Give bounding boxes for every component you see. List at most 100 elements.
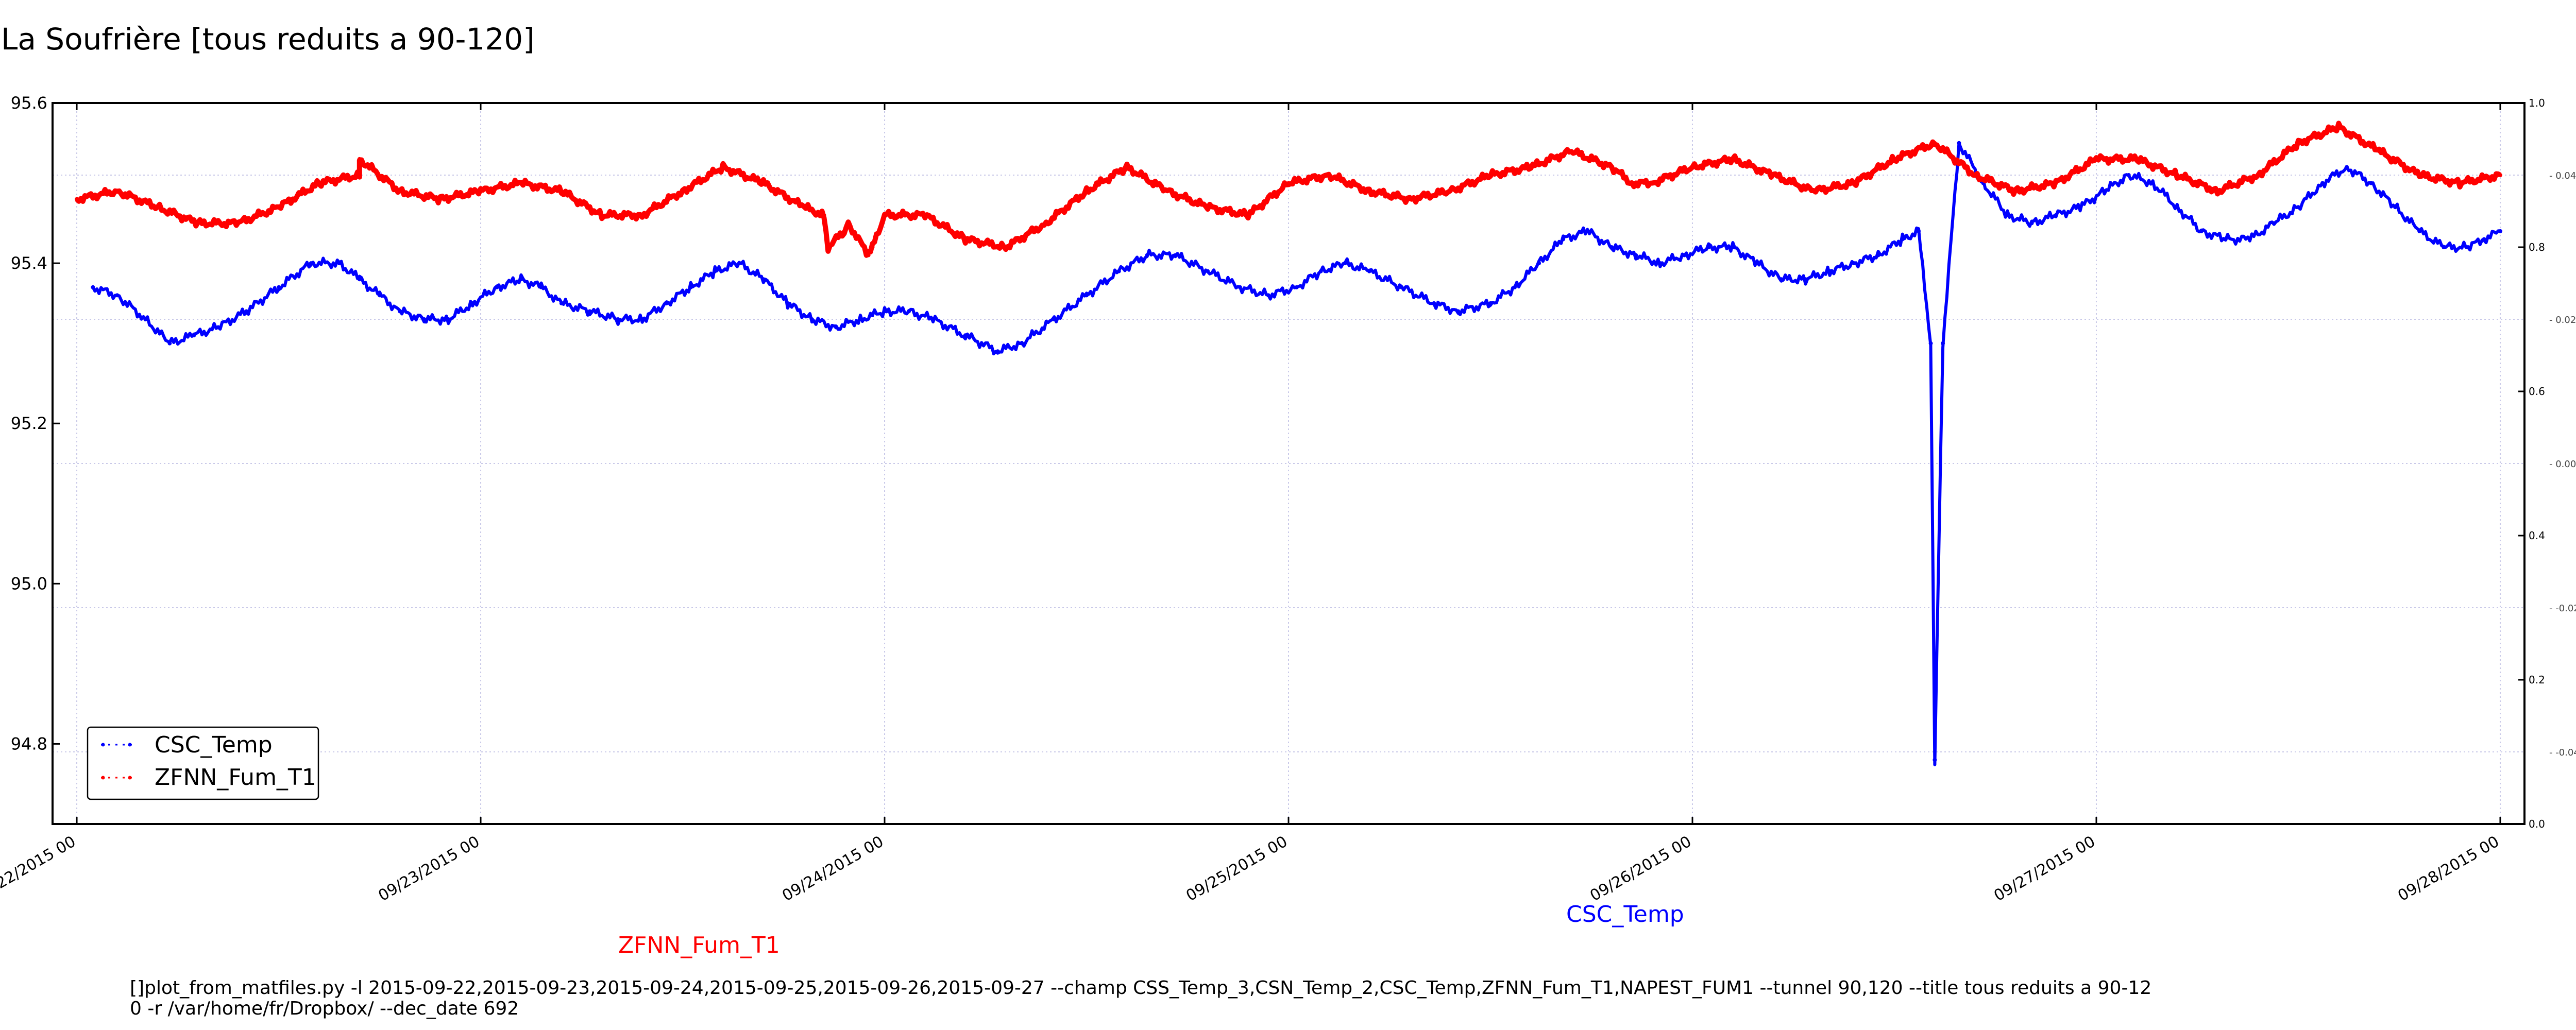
data-point-CSC_Temp [1731,245,1735,249]
data-point-CSC_Temp [1779,277,1784,282]
legend-zfnn-marker [128,776,132,780]
data-point-CSC_Temp [1266,293,1270,298]
data-point-ZFNN_Fum_T1 [2336,125,2341,129]
data-point-CSC_Temp [1513,285,1517,289]
data-point-ZFNN_Fum_T1 [438,197,443,201]
data-point-ZFNN_Fum_T1 [883,213,887,217]
data-point-CSC_Temp [809,317,814,321]
y-right-outer-tick-label: 0.2 [2529,674,2545,686]
data-point-ZFNN_Fum_T1 [2296,141,2300,145]
data-point-CSC_Temp [2393,205,2398,210]
data-point-CSC_Temp [309,261,313,266]
bottom-label-zfnn: ZFNN_Fum_T1 [618,932,780,958]
data-point-ZFNN_Fum_T1 [277,205,281,210]
data-point-ZFNN_Fum_T1 [2377,149,2381,153]
data-point-CSC_Temp [216,325,221,330]
data-point-CSC_Temp [2054,213,2058,217]
data-point-ZFNN_Fum_T1 [1286,181,1291,185]
data-point-ZFNN_Fum_T1 [1125,165,1129,169]
data-point-CSC_Temp [1173,253,1178,258]
data-point-ZFNN_Fum_T1 [1165,189,1170,194]
data-point-ZFNN_Fum_T1 [1448,189,1452,194]
data-point-CSC_Temp [2078,205,2082,210]
data-point-CSC_Temp [1488,301,1493,305]
series-line-CSC_Temp [91,142,2501,766]
data-point-ZFNN_Fum_T1 [842,229,846,233]
data-point-CSC_Temp [1917,229,1921,233]
x-tick-label: 09/22/2015 00 [0,833,79,905]
data-point-CSC_Temp [1432,301,1436,305]
data-point-CSC_Temp [1318,269,1323,273]
data-point-ZFNN_Fum_T1 [681,189,685,194]
data-point-CSC_Temp [1206,269,1210,273]
data-point-ZFNN_Fum_T1 [2054,181,2058,185]
data-point-CSC_Temp [1876,253,1880,258]
data-point-CSC_Temp [1116,269,1121,273]
data-point-ZFNN_Fum_T1 [1650,181,1654,185]
data-point-CSC_Temp [495,285,499,289]
data-point-ZFNN_Fum_T1 [1246,213,1250,217]
x-tick-label: 09/26/2015 00 [1587,833,1694,905]
data-point-ZFNN_Fum_T1 [640,213,645,217]
data-point-CSC_Temp [785,301,790,305]
data-point-CSC_Temp [470,301,475,305]
data-point-CSC_Temp [2296,205,2300,210]
data-point-CSC_Temp [244,309,249,314]
data-point-CSC_Temp [398,309,402,314]
data-point-CSC_Temp [761,277,766,282]
data-point-CSC_Temp [91,285,95,289]
data-point-ZFNN_Fum_T1 [2498,173,2502,177]
y-right-outer-tick-label: 0.6 [2529,385,2545,398]
data-point-CSC_Temp [995,349,1000,354]
data-point-CSC_Temp [1537,261,1541,266]
data-point-ZFNN_Fum_T1 [1690,165,1694,169]
data-point-CSC_Temp [1852,261,1856,266]
data-point-ZFNN_Fum_T1 [398,189,402,194]
data-point-ZFNN_Fum_T1 [2256,173,2260,177]
data-point-CSC_Temp [2369,181,2374,185]
y-left-tick-label: 95.2 [11,414,47,433]
data-point-ZFNN_Fum_T1 [559,189,564,194]
data-point-CSC_Temp [446,317,451,321]
data-point-ZFNN_Fum_T1 [1084,189,1089,194]
data-point-ZFNN_Fum_T1 [1408,197,1412,201]
data-point-CSC_Temp [640,317,645,321]
data-point-ZFNN_Fum_T1 [721,165,725,169]
data-point-ZFNN_Fum_T1 [1004,245,1008,249]
y-right-inner-tick-label: - -0.04 [2549,747,2576,758]
data-point-ZFNN_Fum_T1 [1811,189,1816,194]
data-point-ZFNN_Fum_T1 [1630,181,1634,185]
bottom-label-csc: CSC_Temp [1566,901,1684,928]
data-point-ZFNN_Fum_T1 [1852,181,1856,185]
data-point-CSC_Temp [664,301,669,305]
data-point-ZFNN_Fum_T1 [2175,173,2179,177]
data-point-CSC_Temp [1367,269,1371,273]
y-right-outer-tick-label: 0.0 [2529,818,2545,830]
data-point-ZFNN_Fum_T1 [1609,165,1614,169]
data-point-CSC_Temp [337,261,342,266]
data-point-ZFNN_Fum_T1 [826,245,831,249]
data-point-CSC_Temp [587,309,592,314]
data-point-CSC_Temp [378,293,382,298]
data-point-CSC_Temp [1238,285,1242,289]
data-point-CSC_Temp [1294,285,1299,289]
data-point-ZFNN_Fum_T1 [2458,181,2462,185]
data-point-ZFNN_Fum_T1 [1569,149,1573,153]
data-point-CSC_Temp [1957,141,1961,145]
x-tick-label: 09/24/2015 00 [779,833,887,905]
y-right-outer-tick-label: 0.4 [2529,529,2545,542]
data-point-ZFNN_Fum_T1 [2134,157,2139,161]
data-point-CSC_Temp [115,293,120,298]
data-point-ZFNN_Fum_T1 [1327,173,1331,177]
data-point-ZFNN_Fum_T1 [870,245,875,249]
data-point-ZFNN_Fum_T1 [1731,157,1735,161]
data-point-ZFNN_Fum_T1 [236,221,241,226]
y-right-outer-tick-label: 0.8 [2529,241,2545,253]
data-point-ZFNN_Fum_T1 [923,213,927,217]
data-point-CSC_Temp [519,277,523,282]
data-point-ZFNN_Fum_T1 [519,181,523,185]
legend-box [87,726,319,800]
data-point-CSC_Temp [1343,261,1347,266]
data-point-CSC_Temp [559,301,564,305]
